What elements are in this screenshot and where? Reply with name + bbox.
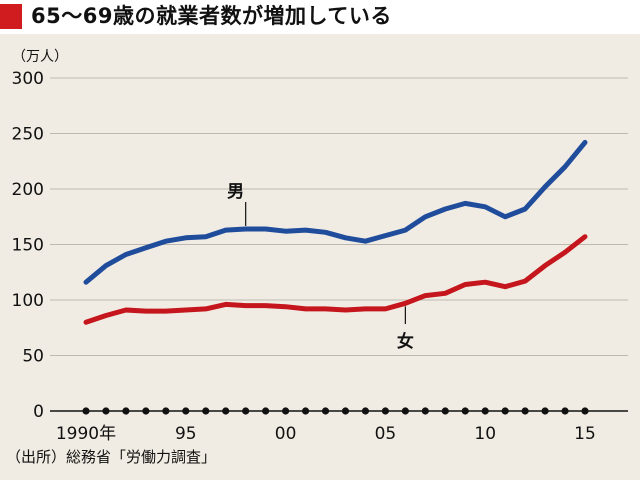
y-tick-label: 250 <box>12 125 44 145</box>
y-tick-label: 50 <box>22 347 44 367</box>
x-tick-dot <box>461 407 469 415</box>
x-tick-dot <box>182 407 190 415</box>
x-tick-dot <box>242 407 250 415</box>
x-tick-dot <box>441 407 449 415</box>
x-tick-dot <box>262 407 270 415</box>
page-title: 65～69歳の就業者数が増加している <box>31 4 392 28</box>
title-marker <box>0 4 22 29</box>
x-tick-label: 05 <box>375 424 397 444</box>
y-tick-label: 300 <box>12 69 44 89</box>
x-tick-dot <box>521 407 529 415</box>
x-tick-dot <box>102 407 110 415</box>
x-tick-label: 95 <box>175 424 197 444</box>
x-tick-dot <box>401 407 409 415</box>
x-tick-dot <box>541 407 549 415</box>
x-tick-dot <box>361 407 370 415</box>
x-tick-dot <box>561 407 569 415</box>
source-note: （出所）総務省「労働力調査」 <box>6 448 217 466</box>
series-line-male <box>83 139 588 285</box>
series-line-female <box>83 234 588 325</box>
x-tick-dot <box>501 407 509 415</box>
x-tick-dot <box>162 407 170 415</box>
x-tick-label: 10 <box>474 424 496 444</box>
x-tick-dot <box>222 407 230 415</box>
x-tick-dot <box>282 407 290 415</box>
y-tick-label: 200 <box>12 180 44 200</box>
x-tick-label: 1990年 <box>56 424 116 444</box>
series-label-female: 女 <box>397 331 414 352</box>
y-tick-label: 150 <box>12 236 44 256</box>
title-bar: 65～69歳の就業者数が増加している <box>0 0 640 34</box>
x-tick-dot <box>421 407 429 415</box>
x-tick-label: 15 <box>574 424 596 444</box>
y-tick-label: 0 <box>33 402 44 422</box>
x-tick-dot <box>321 407 330 415</box>
x-tick-dot <box>481 407 489 415</box>
x-tick-dot <box>581 407 589 415</box>
y-tick-label: 100 <box>12 291 44 311</box>
line-chart: （万人） 0 50 100 150 200 250 300 1990年 95 00 05 10 15 男女 <box>12 49 628 444</box>
x-tick-dot <box>341 407 350 415</box>
x-tick-dot <box>202 407 210 415</box>
x-tick-dot <box>381 407 389 415</box>
x-tick-dot <box>82 407 90 415</box>
y-axis-unit-label: （万人） <box>12 49 68 65</box>
x-tick-label: 00 <box>275 424 297 444</box>
x-tick-dot <box>301 407 310 415</box>
series-label-male: 男 <box>227 182 244 202</box>
x-tick-dot <box>122 407 130 415</box>
x-tick-dot <box>142 407 150 415</box>
